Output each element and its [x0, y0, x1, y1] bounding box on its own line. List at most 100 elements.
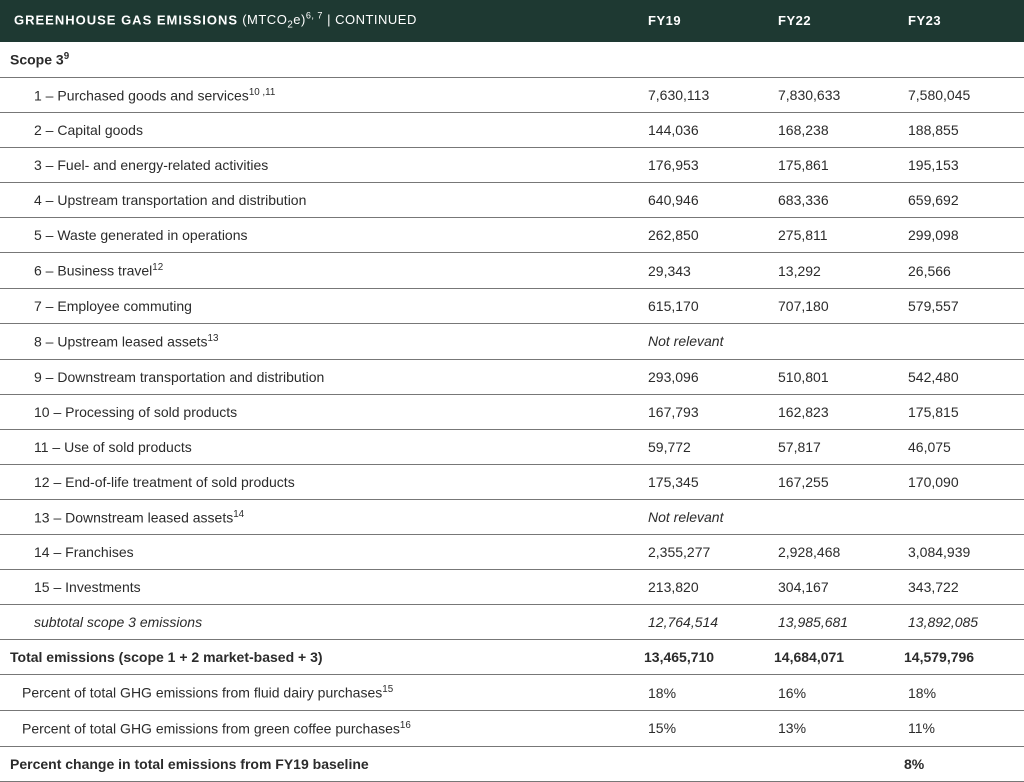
row-fy23: 175,815 — [894, 394, 1024, 429]
table-row: 15 – Investments213,820304,167343,722 — [0, 570, 1024, 605]
table-row: 1 – Purchased goods and services10 ,11 7,… — [0, 77, 1024, 113]
row-fy23: 7,580,045 — [894, 77, 1024, 113]
row-fy22: 57,817 — [764, 429, 894, 464]
row-label: 13 – Downstream leased assets14 — [0, 499, 634, 535]
emissions-table: GREENHOUSE GAS EMISSIONS (MTCO2e)6, 7 | … — [0, 0, 1024, 782]
percent-fy23: 18% — [894, 675, 1024, 711]
row-fy19: 615,170 — [634, 288, 764, 323]
row-fy22: 304,167 — [764, 570, 894, 605]
row-fy22: 7,830,633 — [764, 77, 894, 113]
row-fy19: 176,953 — [634, 148, 764, 183]
row-label: 6 – Business travel12 — [0, 253, 634, 289]
row-label: 9 – Downstream transportation and distri… — [0, 359, 634, 394]
total-fy23: 14,579,796 — [894, 640, 1024, 675]
row-fy23: 46,075 — [894, 429, 1024, 464]
percent-fy22: 16% — [764, 675, 894, 711]
row-fy23: 659,692 — [894, 183, 1024, 218]
table-row: 3 – Fuel- and energy-related activities1… — [0, 148, 1024, 183]
subtotal-row: subtotal scope 3 emissions12,764,51413,9… — [0, 605, 1024, 640]
change-fy19 — [634, 746, 764, 781]
row-fy22: 683,336 — [764, 183, 894, 218]
total-fy19: 13,465,710 — [634, 640, 764, 675]
row-label: 5 – Waste generated in operations — [0, 218, 634, 253]
subtotal-fy19: 12,764,514 — [634, 605, 764, 640]
subtotal-fy22: 13,985,681 — [764, 605, 894, 640]
row-fy22: 162,823 — [764, 394, 894, 429]
row-not-relevant: Not relevant — [634, 499, 1024, 535]
row-label: 7 – Employee commuting — [0, 288, 634, 323]
row-fy19: 29,343 — [634, 253, 764, 289]
percent-fy19: 18% — [634, 675, 764, 711]
row-fy22: 168,238 — [764, 113, 894, 148]
section-label: Scope 39 — [0, 42, 1024, 77]
row-fy19: 59,772 — [634, 429, 764, 464]
row-fy23: 3,084,939 — [894, 535, 1024, 570]
row-fy19: 262,850 — [634, 218, 764, 253]
total-fy22: 14,684,071 — [764, 640, 894, 675]
row-fy22: 707,180 — [764, 288, 894, 323]
row-label: 15 – Investments — [0, 570, 634, 605]
row-fy19: 213,820 — [634, 570, 764, 605]
table-row: 10 – Processing of sold products167,7931… — [0, 394, 1024, 429]
row-label: 14 – Franchises — [0, 535, 634, 570]
total-label: Total emissions (scope 1 + 2 market-base… — [0, 640, 634, 675]
header-title-main: GREENHOUSE GAS EMISSIONS — [14, 12, 238, 27]
table-row: 11 – Use of sold products59,77257,81746,… — [0, 429, 1024, 464]
row-not-relevant: Not relevant — [634, 323, 1024, 359]
row-label: 4 – Upstream transportation and distribu… — [0, 183, 634, 218]
row-fy23: 170,090 — [894, 464, 1024, 499]
row-fy22: 510,801 — [764, 359, 894, 394]
change-fy23: 8% — [894, 746, 1024, 781]
row-label: 12 – End-of-life treatment of sold produ… — [0, 464, 634, 499]
row-fy23: 542,480 — [894, 359, 1024, 394]
table-row: 12 – End-of-life treatment of sold produ… — [0, 464, 1024, 499]
percent-row: Percent of total GHG emissions from flui… — [0, 675, 1024, 711]
header-unit: (MTCO2e)6, 7 | CONTINUED — [238, 12, 417, 27]
header-fy23: FY23 — [894, 0, 1024, 42]
section-row: Scope 39 — [0, 42, 1024, 77]
table-row: 5 – Waste generated in operations262,850… — [0, 218, 1024, 253]
table-row: 7 – Employee commuting615,170707,180579,… — [0, 288, 1024, 323]
table-row: 2 – Capital goods144,036168,238188,855 — [0, 113, 1024, 148]
row-fy19: 640,946 — [634, 183, 764, 218]
header-fy19: FY19 — [634, 0, 764, 42]
row-fy19: 167,793 — [634, 394, 764, 429]
row-fy19: 144,036 — [634, 113, 764, 148]
percent-label: Percent of total GHG emissions from flui… — [0, 675, 634, 711]
row-fy23: 188,855 — [894, 113, 1024, 148]
row-fy22: 167,255 — [764, 464, 894, 499]
row-label: 10 – Processing of sold products — [0, 394, 634, 429]
subtotal-fy23: 13,892,085 — [894, 605, 1024, 640]
table-row: 9 – Downstream transportation and distri… — [0, 359, 1024, 394]
header-title-cell: GREENHOUSE GAS EMISSIONS (MTCO2e)6, 7 | … — [0, 0, 634, 42]
row-fy22: 13,292 — [764, 253, 894, 289]
row-label: 1 – Purchased goods and services10 ,11 — [0, 77, 634, 113]
percent-fy23: 11% — [894, 710, 1024, 746]
table-row: 6 – Business travel1229,34313,29226,566 — [0, 253, 1024, 289]
row-fy23: 195,153 — [894, 148, 1024, 183]
percent-label: Percent of total GHG emissions from gree… — [0, 710, 634, 746]
percent-row: Percent of total GHG emissions from gree… — [0, 710, 1024, 746]
row-fy19: 175,345 — [634, 464, 764, 499]
total-row: Total emissions (scope 1 + 2 market-base… — [0, 640, 1024, 675]
row-fy23: 26,566 — [894, 253, 1024, 289]
table-header-row: GREENHOUSE GAS EMISSIONS (MTCO2e)6, 7 | … — [0, 0, 1024, 42]
table-row: 8 – Upstream leased assets13Not relevant — [0, 323, 1024, 359]
row-fy22: 275,811 — [764, 218, 894, 253]
table-row: 4 – Upstream transportation and distribu… — [0, 183, 1024, 218]
table-row: 13 – Downstream leased assets14Not relev… — [0, 499, 1024, 535]
change-row: Percent change in total emissions from F… — [0, 746, 1024, 781]
change-fy22 — [764, 746, 894, 781]
row-fy22: 175,861 — [764, 148, 894, 183]
row-fy23: 343,722 — [894, 570, 1024, 605]
row-label: 2 – Capital goods — [0, 113, 634, 148]
change-label: Percent change in total emissions from F… — [0, 746, 634, 781]
row-label: 8 – Upstream leased assets13 — [0, 323, 634, 359]
subtotal-label: subtotal scope 3 emissions — [0, 605, 634, 640]
row-fy23: 579,557 — [894, 288, 1024, 323]
header-fy22: FY22 — [764, 0, 894, 42]
table-body: Scope 391 – Purchased goods and services… — [0, 42, 1024, 781]
row-fy23: 299,098 — [894, 218, 1024, 253]
table-row: 14 – Franchises2,355,2772,928,4683,084,9… — [0, 535, 1024, 570]
row-fy22: 2,928,468 — [764, 535, 894, 570]
